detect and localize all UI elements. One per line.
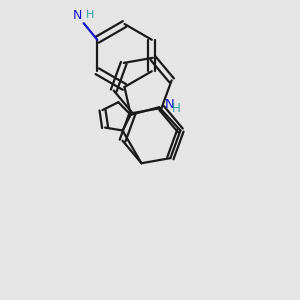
Text: N: N bbox=[164, 98, 174, 111]
Text: N: N bbox=[73, 9, 82, 22]
Text: H: H bbox=[86, 10, 94, 20]
Text: H: H bbox=[172, 102, 181, 115]
